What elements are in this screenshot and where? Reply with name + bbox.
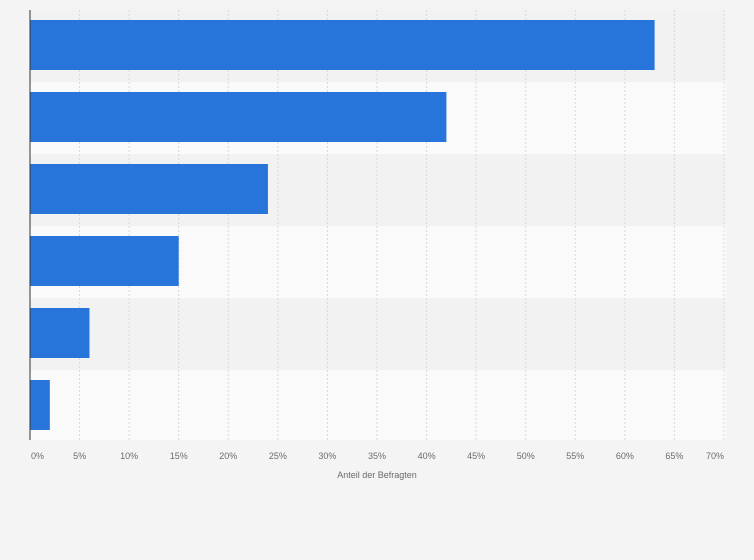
x-tick-label: 10% bbox=[120, 451, 138, 461]
bar[interactable] bbox=[30, 236, 179, 286]
x-tick-label: 30% bbox=[318, 451, 336, 461]
x-tick-label: 65% bbox=[665, 451, 683, 461]
x-tick-label: 5% bbox=[73, 451, 86, 461]
row-band bbox=[30, 298, 726, 370]
bar[interactable] bbox=[30, 308, 90, 358]
row-bands bbox=[30, 10, 726, 440]
bar[interactable] bbox=[30, 380, 50, 430]
x-tick-label: 35% bbox=[368, 451, 386, 461]
bars bbox=[30, 20, 655, 430]
x-tick-label: 40% bbox=[418, 451, 436, 461]
x-tick-label: 20% bbox=[219, 451, 237, 461]
x-axis-ticks: 0% 5% 10% 15% 20% 25% 30% 35% 40% 45% 50% 55% 60% 65%… bbox=[31, 451, 724, 461]
row-band bbox=[30, 370, 726, 440]
bar[interactable] bbox=[30, 20, 655, 70]
x-tick-label: 55% bbox=[566, 451, 584, 461]
x-tick-label: 15% bbox=[170, 451, 188, 461]
x-tick-label: 25% bbox=[269, 451, 287, 461]
x-tick-label: 45% bbox=[467, 451, 485, 461]
x-axis-title: Anteil der Befragten bbox=[337, 470, 417, 480]
bar[interactable] bbox=[30, 164, 268, 214]
x-tick-label: 70% bbox=[706, 451, 724, 461]
x-tick-label: 0% bbox=[31, 451, 44, 461]
bar[interactable] bbox=[30, 92, 447, 142]
x-tick-label: 50% bbox=[517, 451, 535, 461]
x-tick-label: 60% bbox=[616, 451, 634, 461]
